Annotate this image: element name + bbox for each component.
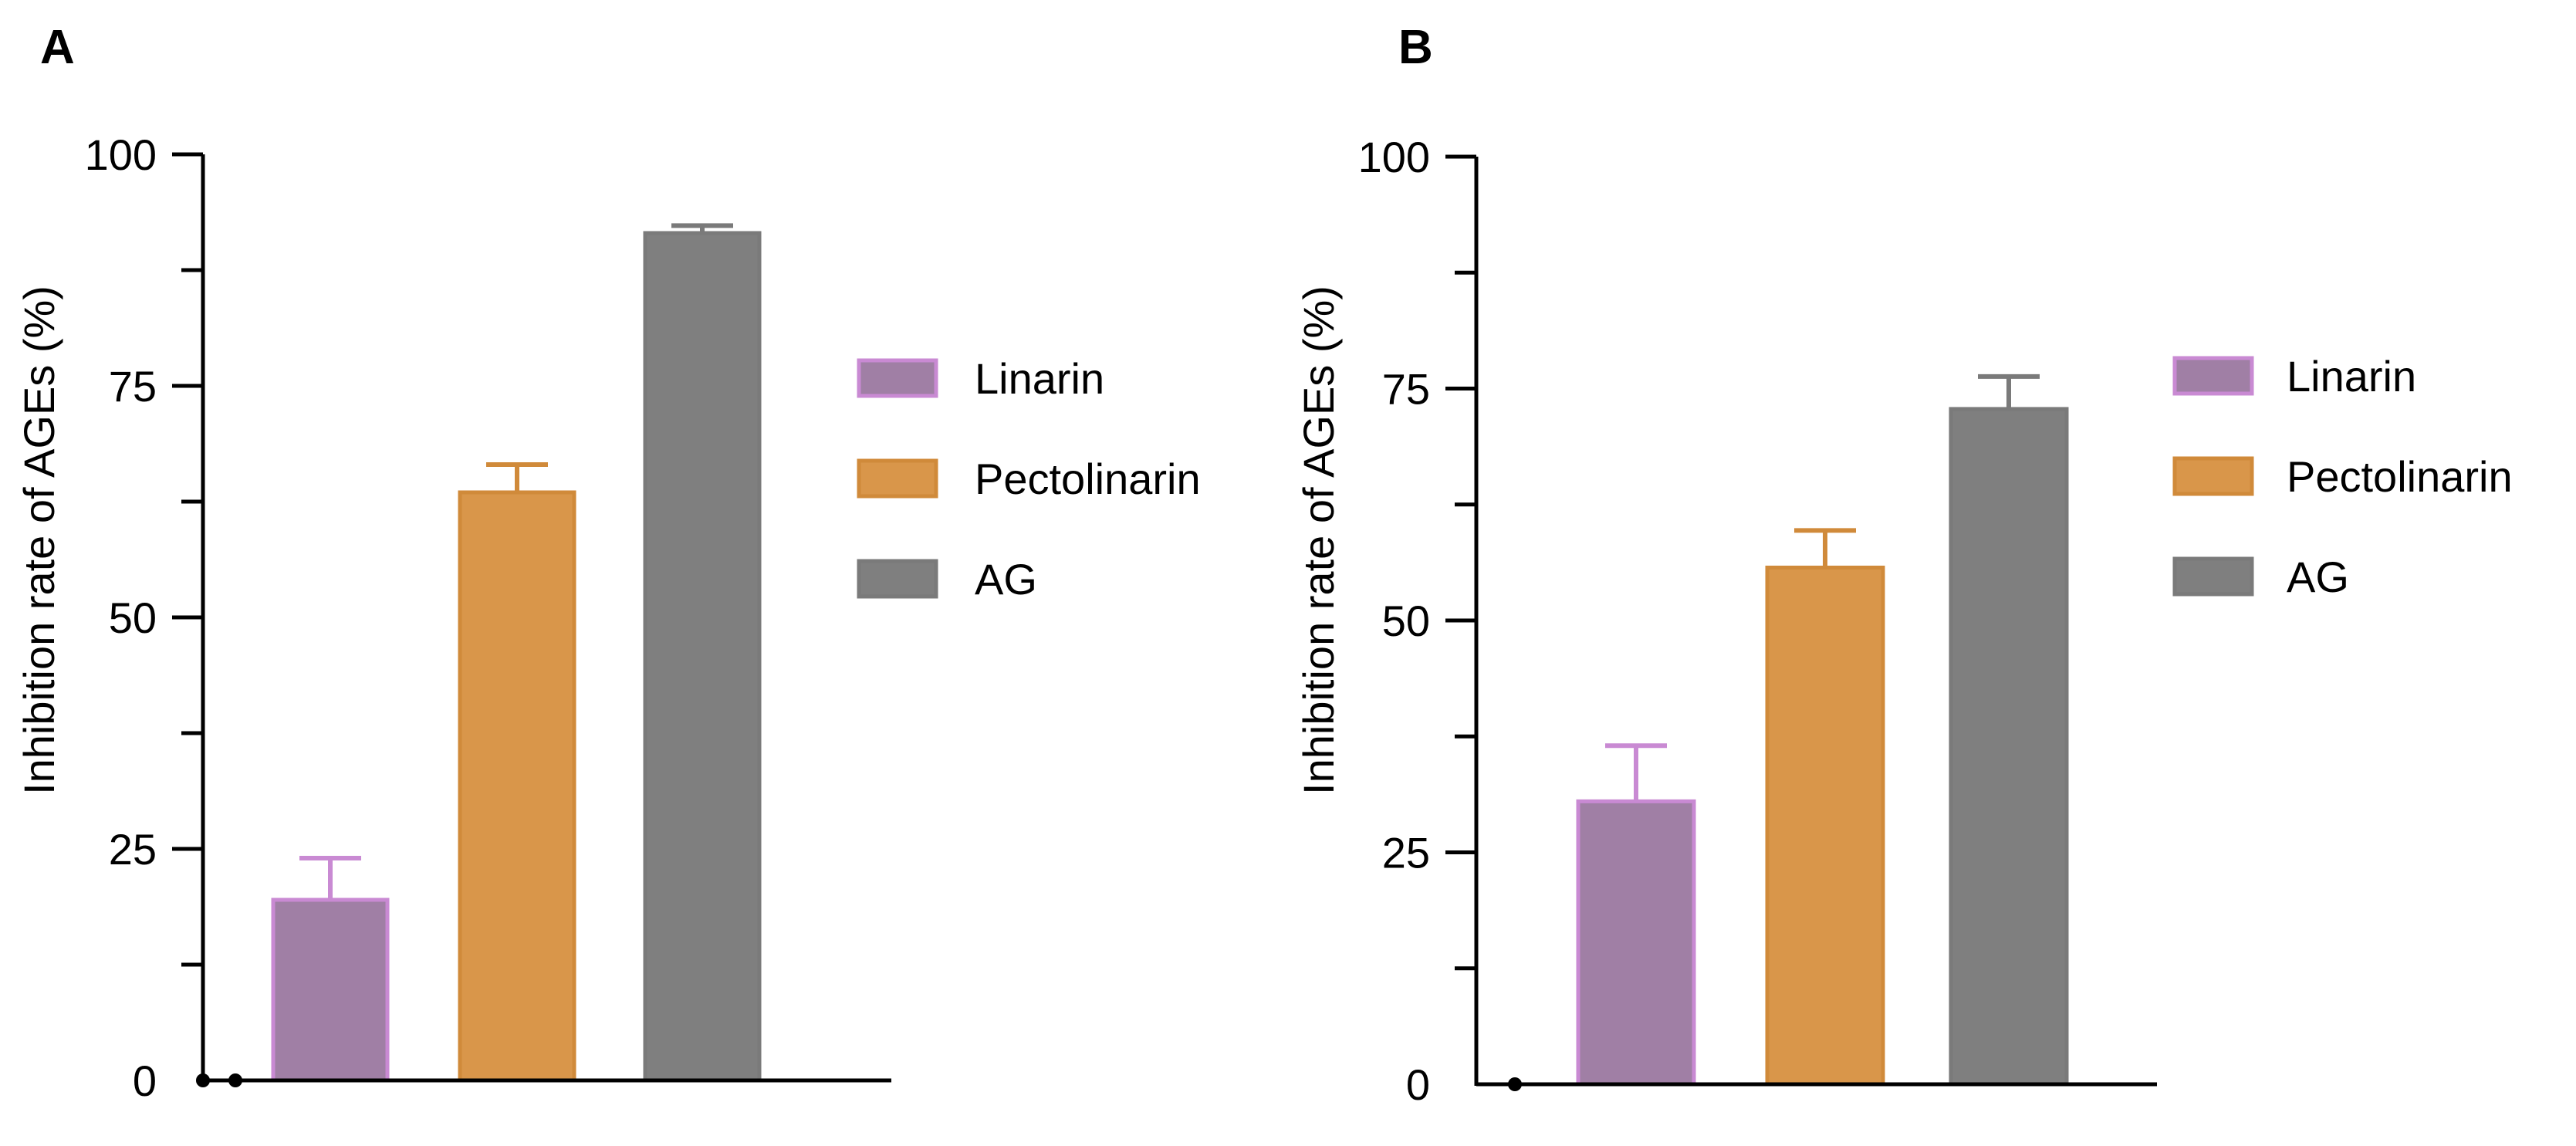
y-tick-label: 0	[1406, 1060, 1430, 1109]
panel-b: B 0 25 50 75 100 Inhibition rate of AGEs (%) Li…	[1294, 21, 2513, 1109]
y-tick-label: 25	[1382, 829, 1430, 877]
panel-label: B	[1398, 21, 1433, 74]
legend-label-pectolinarin: Pectolinarin	[975, 455, 1201, 503]
origin-dot	[196, 1073, 210, 1087]
legend-label-linarin: Linarin	[2287, 352, 2416, 401]
y-tick-label: 75	[109, 362, 157, 411]
y-tick-label: 75	[1382, 365, 1430, 414]
bar-ag	[1949, 407, 2069, 1087]
origin-dot	[1508, 1077, 1522, 1091]
legend-label-linarin: Linarin	[975, 354, 1104, 403]
legend-swatch-ag	[857, 559, 938, 599]
y-axis-label: Inhibition rate of AGEs (%)	[1294, 286, 1343, 795]
legend-swatch-pectolinarin	[2172, 456, 2254, 496]
panel-label: A	[40, 21, 75, 74]
legend-swatch-linarin	[2172, 356, 2254, 396]
bar-ag	[643, 231, 762, 1083]
bar-pectolinarin	[458, 490, 576, 1083]
y-tick-label: 50	[1382, 597, 1430, 645]
legend-label-ag: AG	[975, 555, 1037, 603]
y-tick-label: 100	[85, 130, 157, 179]
y-axis-label: Inhibition rate of AGEs (%)	[15, 286, 63, 795]
y-tick-label: 25	[109, 825, 157, 874]
bar-linarin	[271, 898, 390, 1083]
legend-label-ag: AG	[2287, 553, 2349, 601]
legend-swatch-linarin	[857, 358, 938, 398]
bar-pectolinarin	[1765, 565, 1885, 1087]
y-tick-label: 0	[133, 1056, 157, 1105]
legend-swatch-pectolinarin	[857, 458, 938, 499]
legend-label-pectolinarin: Pectolinarin	[2287, 452, 2513, 501]
y-tick-label: 100	[1358, 133, 1430, 181]
panel-a: A 0 25 50 75 100 Inhibition rate of AGEs (%) Li…	[15, 21, 1201, 1105]
origin-dot	[228, 1073, 242, 1087]
y-tick-label: 50	[109, 593, 157, 642]
bar-linarin	[1576, 799, 1696, 1087]
legend-swatch-ag	[2172, 556, 2254, 597]
